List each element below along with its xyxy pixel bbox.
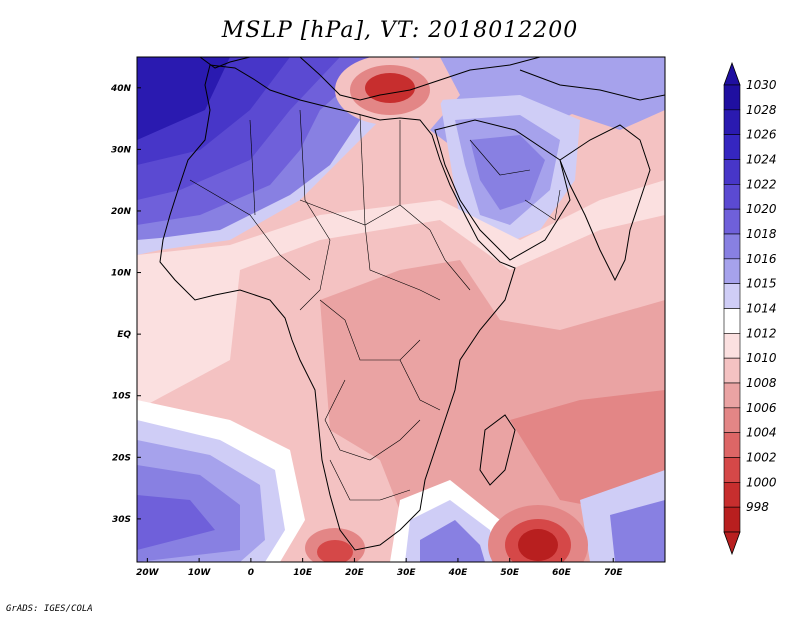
colorbar-swatch [723,109,741,135]
lon-tick-label: 0 [248,568,254,578]
colorbar-swatch [723,432,741,458]
colorbar: 1030 1028 1026 1024 1022 1020 1018 1016 1015 1014… [723,61,777,556]
lon-tick-label: 10W [188,568,212,578]
colorbar-lower-arrow [723,531,741,556]
iberia-coast [199,57,251,69]
colorbar-swatch [723,506,741,533]
lat-tick-label: 20N [111,207,132,217]
plot-frame [136,56,666,563]
colorbar-label: 1014 [746,302,777,316]
lon-tick-label: 10E [293,568,313,578]
colorbar-swatch [723,333,741,359]
colorbar-label: 998 [746,500,769,514]
colorbar-swatch [723,407,741,433]
colorbar-swatch [723,457,741,483]
europe-coast [299,57,541,101]
colorbar-swatch [723,184,741,210]
colorbar-label: 1026 [746,128,777,142]
colorbar-label: 1004 [746,426,777,440]
colorbar-swatch [723,159,741,185]
colorbar-upper-arrow [723,61,741,86]
colorbar-label: 1000 [746,475,777,489]
lat-tick-label: 30S [112,515,131,525]
lat-tick-label: 10N [111,269,132,279]
india-outline [559,124,651,282]
colorbar-swatch [723,84,741,111]
lat-tick-label: 10S [112,392,131,402]
colorbar-label: 1015 [746,277,777,291]
lon-tick-label: 40E [448,568,469,578]
africa-outline [159,64,516,551]
lat-tick-label: 40N [110,84,132,94]
colorbar-swatch [723,308,741,334]
colorbar-label: 1030 [746,78,777,92]
lon-tick-label: 50E [500,568,520,578]
colorbar-swatch [723,134,741,160]
coastlines [159,57,665,551]
arabia-outline [434,119,571,261]
pressure-field [137,57,665,562]
colorbar-label: 1010 [746,351,777,365]
colorbar-label: 1002 [746,451,777,465]
country-borders [189,109,561,501]
colorbar-label: 1022 [746,177,777,191]
colorbar-label: 1020 [746,202,777,216]
colorbar-swatch [723,208,741,235]
colorbar-swatch [723,357,741,384]
lon-tick-label: 20W [136,568,160,578]
latitude-ticks: 40N 30N 20N 10N EQ 10S 20S 30S [110,84,141,525]
colorbar-label: 1028 [746,103,777,117]
lon-tick-label: 60E [552,568,572,578]
map-title: MSLP [hPa], VT: 2018012200 [221,18,579,43]
lat-tick-label: 30N [111,145,132,155]
colorbar-swatch [723,482,741,508]
colorbar-label: 1016 [746,252,777,266]
colorbar-label: 1008 [746,376,777,390]
lon-tick-label: 20E [345,568,365,578]
colorbar-swatch [723,283,741,309]
lon-tick-label: 70E [604,568,624,578]
grads-credit: GrADS: IGES/COLA [6,604,93,614]
caspian-coast [519,69,665,101]
colorbar-swatch [723,233,741,260]
colorbar-label: 1024 [746,153,777,167]
colorbar-label: 1012 [746,326,777,340]
longitude-ticks: 20W 10W 0 10E 20E 30E 40E 50E 60E 70E [136,558,623,578]
lat-tick-label: 20S [112,453,131,463]
lat-tick-label: EQ [117,330,131,340]
colorbar-label: 1018 [746,227,777,241]
colorbar-label: 1006 [746,401,777,415]
colorbar-swatch [723,258,741,284]
colorbar-swatch [723,382,741,409]
lon-tick-label: 30E [397,568,417,578]
madagascar-outline [479,414,516,486]
